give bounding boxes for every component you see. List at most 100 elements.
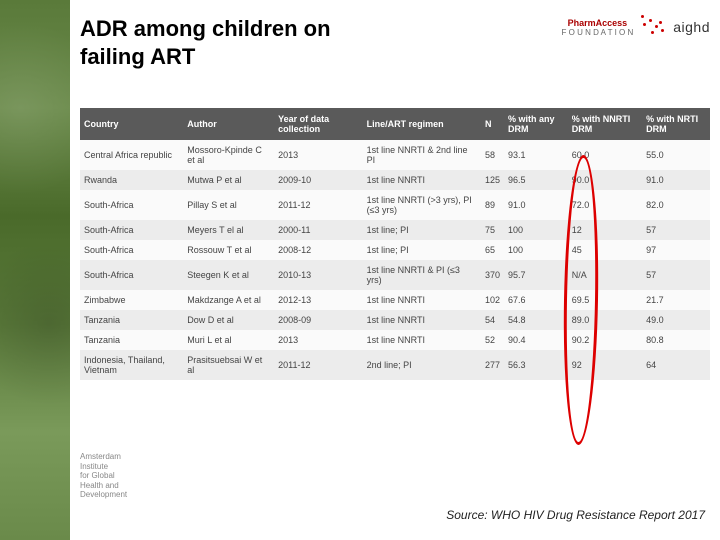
side-photo-strip xyxy=(0,0,70,540)
table-row: TanzaniaDow D et al2008-091st line NNRTI… xyxy=(80,310,710,330)
table-cell: 90.2 xyxy=(568,330,642,350)
table-cell: 80.8 xyxy=(642,330,710,350)
table-cell: 2008-12 xyxy=(274,240,363,260)
table-cell: Steegen K et al xyxy=(183,260,274,290)
table-cell: 69.5 xyxy=(568,290,642,310)
table-cell: 1st line NNRTI & 2nd line PI xyxy=(363,140,481,170)
table-cell: 92 xyxy=(568,350,642,380)
institute-footnote: AmsterdamInstitutefor GlobalHealth andDe… xyxy=(80,452,127,500)
table-cell: Pillay S et al xyxy=(183,190,274,220)
table-row: South-AfricaSteegen K et al2010-131st li… xyxy=(80,260,710,290)
table-cell: Central Africa republic xyxy=(80,140,183,170)
col-header: % with any DRM xyxy=(504,108,568,140)
table-cell: 125 xyxy=(481,170,504,190)
table-cell: South-Africa xyxy=(80,220,183,240)
table-cell: 49.0 xyxy=(642,310,710,330)
table-cell: 89 xyxy=(481,190,504,220)
table-cell: Prasitsuebsai W et al xyxy=(183,350,274,380)
table-cell: Indonesia, Thailand, Vietnam xyxy=(80,350,183,380)
col-header: Year of data collection xyxy=(274,108,363,140)
table-cell: 1st line NNRTI xyxy=(363,290,481,310)
pharmaccess-logo: PharmAccess F O U N D A T I O N xyxy=(562,18,634,37)
table-cell: 2011-12 xyxy=(274,190,363,220)
table-cell: Dow D et al xyxy=(183,310,274,330)
col-header: Line/ART regimen xyxy=(363,108,481,140)
table-cell: 91.0 xyxy=(642,170,710,190)
table-cell: 1st line NNRTI xyxy=(363,330,481,350)
table-cell: Mutwa P et al xyxy=(183,170,274,190)
table-cell: 2nd line; PI xyxy=(363,350,481,380)
table-cell: 56.3 xyxy=(504,350,568,380)
dots-icon xyxy=(641,15,665,39)
col-header: N xyxy=(481,108,504,140)
table-cell: 60.0 xyxy=(568,140,642,170)
table-cell: Muri L et al xyxy=(183,330,274,350)
table-cell: 90.0 xyxy=(568,170,642,190)
table-cell: 57 xyxy=(642,260,710,290)
col-header: Country xyxy=(80,108,183,140)
table-cell: 57 xyxy=(642,220,710,240)
table-row: South-AfricaMeyers T el al2000-111st lin… xyxy=(80,220,710,240)
table-cell: South-Africa xyxy=(80,240,183,260)
table-cell: 2013 xyxy=(274,140,363,170)
table-cell: 45 xyxy=(568,240,642,260)
table-cell: Rwanda xyxy=(80,170,183,190)
table-cell: 82.0 xyxy=(642,190,710,220)
table-cell: Tanzania xyxy=(80,330,183,350)
table-cell: 370 xyxy=(481,260,504,290)
table-body: Central Africa republicMossoro-Kpinde C … xyxy=(80,140,710,380)
table-cell: 54.8 xyxy=(504,310,568,330)
table-cell: 95.7 xyxy=(504,260,568,290)
table-cell: 1st line; PI xyxy=(363,220,481,240)
table-row: TanzaniaMuri L et al20131st line NNRTI52… xyxy=(80,330,710,350)
table-cell: 2008-09 xyxy=(274,310,363,330)
table-cell: 12 xyxy=(568,220,642,240)
pharmaccess-logo-text: PharmAccess xyxy=(568,18,628,28)
col-header: Author xyxy=(183,108,274,140)
logo-group: PharmAccess F O U N D A T I O N aighd xyxy=(562,15,710,39)
table-row: Indonesia, Thailand, VietnamPrasitsuebsa… xyxy=(80,350,710,380)
table-cell: N/A xyxy=(568,260,642,290)
table-cell: 2009-10 xyxy=(274,170,363,190)
table-cell: Tanzania xyxy=(80,310,183,330)
table-cell: 54 xyxy=(481,310,504,330)
col-header: % with NRTI DRM xyxy=(642,108,710,140)
table-cell: 64 xyxy=(642,350,710,380)
col-header: % with NNRTI DRM xyxy=(568,108,642,140)
table-row: ZimbabweMakdzange A et al2012-131st line… xyxy=(80,290,710,310)
table-cell: Makdzange A et al xyxy=(183,290,274,310)
table-cell: 100 xyxy=(504,240,568,260)
table-cell: 2000-11 xyxy=(274,220,363,240)
header-row: ADR among children onfailing ART PharmAc… xyxy=(80,15,710,70)
table-cell: 93.1 xyxy=(504,140,568,170)
table-cell: 72.0 xyxy=(568,190,642,220)
table-cell: 91.0 xyxy=(504,190,568,220)
table-cell: 2011-12 xyxy=(274,350,363,380)
table-cell: 2010-13 xyxy=(274,260,363,290)
table-cell: 97 xyxy=(642,240,710,260)
slide-content: ADR among children onfailing ART PharmAc… xyxy=(80,15,710,380)
data-table: Country Author Year of data collection L… xyxy=(80,108,710,380)
table-header-row: Country Author Year of data collection L… xyxy=(80,108,710,140)
table-cell: 102 xyxy=(481,290,504,310)
table-cell: 96.5 xyxy=(504,170,568,190)
table-cell: 1st line NNRTI (>3 yrs), PI (≤3 yrs) xyxy=(363,190,481,220)
pharmaccess-logo-sub: F O U N D A T I O N xyxy=(562,28,634,37)
table-cell: 1st line; PI xyxy=(363,240,481,260)
table-cell: South-Africa xyxy=(80,260,183,290)
table-cell: 100 xyxy=(504,220,568,240)
table-cell: 90.4 xyxy=(504,330,568,350)
table-cell: 58 xyxy=(481,140,504,170)
table-row: RwandaMutwa P et al2009-101st line NNRTI… xyxy=(80,170,710,190)
table-cell: 65 xyxy=(481,240,504,260)
table-row: South-AfricaPillay S et al2011-121st lin… xyxy=(80,190,710,220)
table-cell: 1st line NNRTI xyxy=(363,170,481,190)
table-cell: Rossouw T et al xyxy=(183,240,274,260)
table-cell: Mossoro-Kpinde C et al xyxy=(183,140,274,170)
table-cell: 2012-13 xyxy=(274,290,363,310)
table-cell: 21.7 xyxy=(642,290,710,310)
slide-title: ADR among children onfailing ART xyxy=(80,15,331,70)
table-cell: 52 xyxy=(481,330,504,350)
table-cell: 55.0 xyxy=(642,140,710,170)
table-cell: South-Africa xyxy=(80,190,183,220)
